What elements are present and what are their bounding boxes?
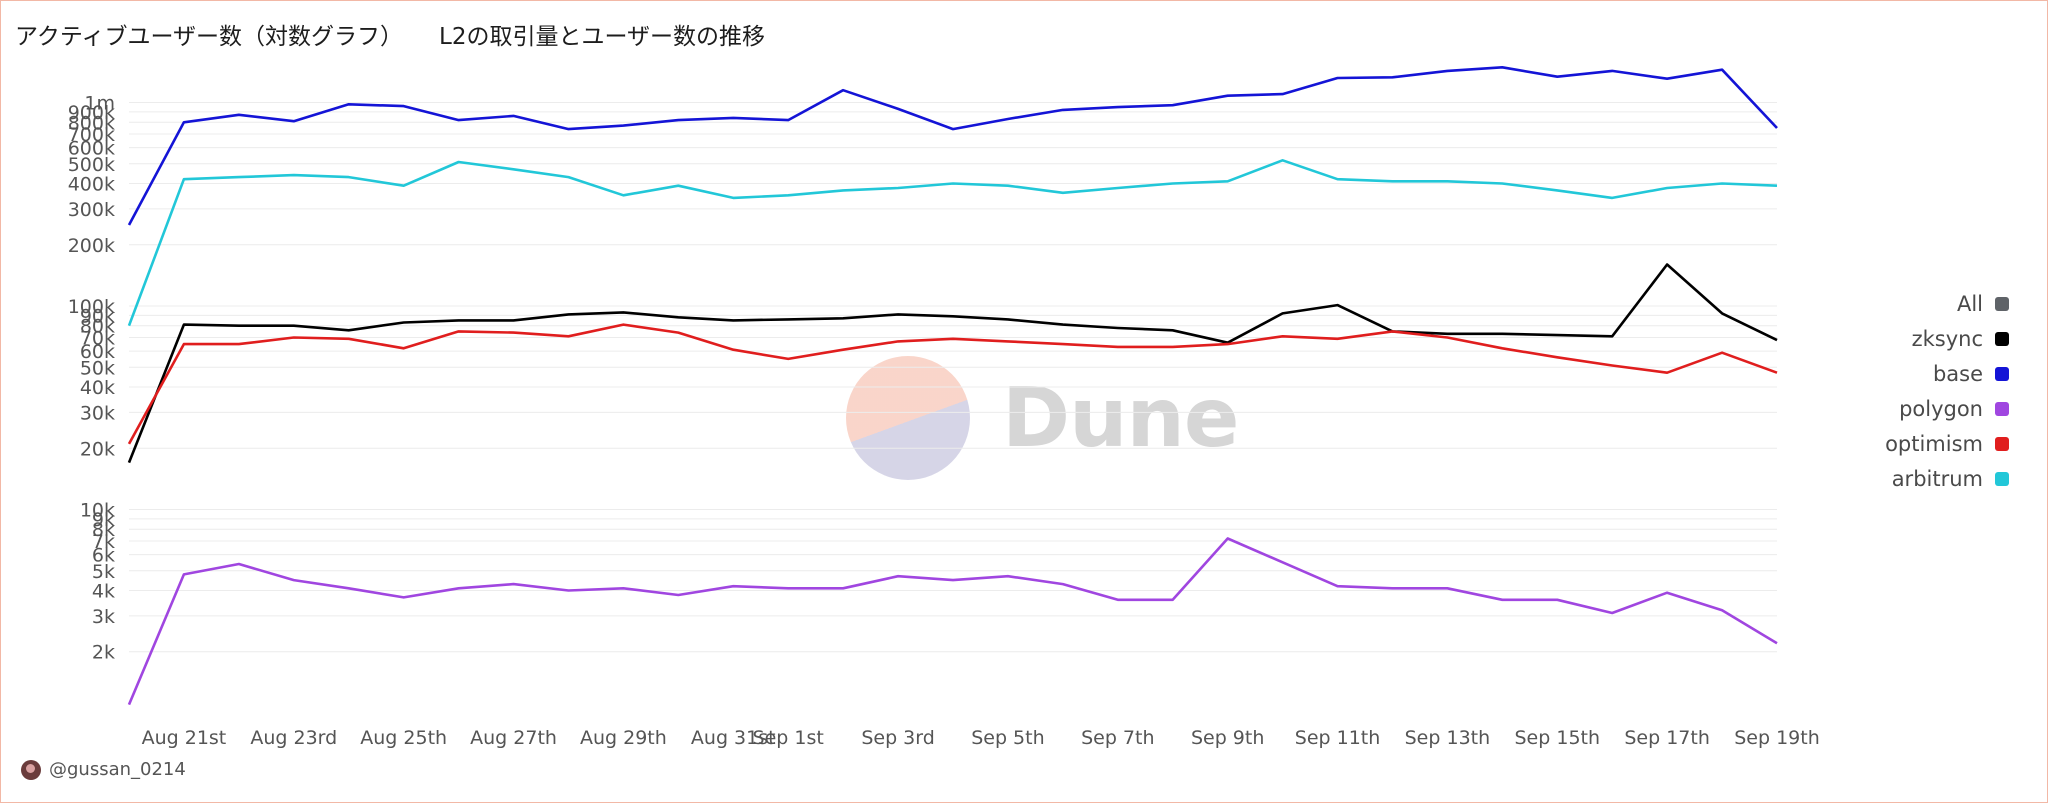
y-tick-label: 5k — [92, 561, 115, 583]
legend-swatch — [1995, 332, 2009, 346]
y-tick-label: 9k — [92, 509, 115, 531]
y-tick-label: 40k — [80, 377, 115, 399]
x-tick-label: Aug 31st — [691, 727, 776, 749]
x-tick-label: Aug 21st — [142, 727, 227, 749]
y-tick-label: 800k — [68, 112, 115, 134]
y-tick-label: 600k — [68, 138, 115, 160]
y-tick-label: 900k — [68, 102, 115, 124]
y-tick-label: 90k — [80, 305, 115, 327]
y-tick-label: 500k — [68, 154, 115, 176]
x-tick-label: Sep 19th — [1734, 727, 1820, 749]
y-tick-label: 400k — [68, 174, 115, 196]
x-tick-label: Sep 11th — [1295, 727, 1381, 749]
y-tick-label: 30k — [80, 402, 115, 424]
avatar — [21, 759, 41, 780]
gridlines — [129, 102, 1777, 653]
x-tick-label: Sep 9th — [1191, 727, 1264, 749]
dune-watermark: Dune — [846, 356, 1239, 480]
legend-item-arbitrum[interactable]: arbitrum — [1892, 466, 2009, 492]
footer: @gussan_0214 — [21, 759, 186, 780]
legend-label: zksync — [1911, 327, 1983, 351]
x-tick-label: Sep 13th — [1405, 727, 1491, 749]
series-line-polygon[interactable] — [127, 537, 1778, 706]
x-tick-label: Sep 17th — [1624, 727, 1710, 749]
y-tick-label: 80k — [80, 316, 115, 338]
legend-swatch — [1995, 367, 2009, 381]
legend-item-optimism[interactable]: optimism — [1885, 431, 2009, 457]
x-tick-label: Aug 27th — [470, 727, 557, 749]
y-tick-label: 300k — [68, 199, 115, 221]
legend-label: All — [1956, 292, 1983, 316]
y-tick-label: 60k — [80, 341, 115, 363]
title-sub: L2の取引量とユーザー数の推移 — [439, 24, 766, 50]
legend-label: optimism — [1885, 432, 1983, 456]
x-tick-label: Aug 29th — [580, 727, 667, 749]
legend-swatch — [1995, 297, 2009, 311]
dune-logo-icon — [846, 356, 970, 480]
x-tick-label: Sep 3rd — [861, 727, 934, 749]
y-tick-label: 100k — [68, 296, 115, 318]
dune-watermark-text: Dune — [1002, 370, 1239, 466]
y-tick-label: 1m — [84, 93, 115, 115]
series-lines — [127, 66, 1778, 706]
legend-label: base — [1932, 362, 1983, 386]
legend-swatch — [1995, 437, 2009, 451]
y-tick-label: 2k — [92, 642, 115, 664]
legend-swatch — [1995, 402, 2009, 416]
legend-item-zksync[interactable]: zksync — [1912, 326, 2009, 352]
series-line-zksync[interactable] — [127, 263, 1778, 464]
y-tick-label: 3k — [92, 606, 115, 628]
x-tick-label: Aug 25th — [360, 727, 447, 749]
legend-swatch — [1995, 472, 2009, 486]
author-handle[interactable]: @gussan_0214 — [49, 759, 186, 780]
x-tick-label: Sep 5th — [971, 727, 1044, 749]
legend: All zksync base polygon optimism arbitrum — [1885, 291, 2009, 492]
y-tick-label: 8k — [92, 519, 115, 541]
title-main: アクティブユーザー数（対数グラフ） — [15, 24, 404, 50]
x-tick-label: Aug 23rd — [250, 727, 337, 749]
legend-item-all[interactable]: All — [1957, 291, 2009, 317]
series-line-optimism[interactable] — [127, 323, 1778, 445]
legend-label: arbitrum — [1891, 467, 1983, 491]
y-tick-label: 200k — [68, 235, 115, 257]
legend-item-base[interactable]: base — [1933, 361, 2009, 387]
x-tick-label: Sep 7th — [1081, 727, 1154, 749]
y-tick-label: 4k — [92, 580, 115, 602]
x-tick-label: Sep 1st — [753, 727, 824, 749]
y-tick-label: 700k — [68, 124, 115, 146]
chart-title: アクティブユーザー数（対数グラフ） L2の取引量とユーザー数の推移 — [15, 17, 765, 51]
series-line-base[interactable] — [127, 66, 1778, 226]
x-tick-label: Sep 15th — [1515, 727, 1601, 749]
y-tick-label: 7k — [92, 531, 115, 553]
y-tick-label: 6k — [92, 545, 115, 567]
y-tick-label: 20k — [80, 438, 115, 460]
y-tick-label: 70k — [80, 328, 115, 350]
x-axis-ticks: Aug 21st Aug 23rd Aug 25th Aug 27th Aug 29th… — [142, 727, 1820, 749]
legend-item-polygon[interactable]: polygon — [1899, 396, 2009, 422]
legend-label: polygon — [1899, 397, 1983, 421]
series-line-arbitrum[interactable] — [127, 159, 1778, 327]
y-tick-label: 10k — [80, 500, 115, 522]
y-tick-label: 50k — [80, 357, 115, 379]
